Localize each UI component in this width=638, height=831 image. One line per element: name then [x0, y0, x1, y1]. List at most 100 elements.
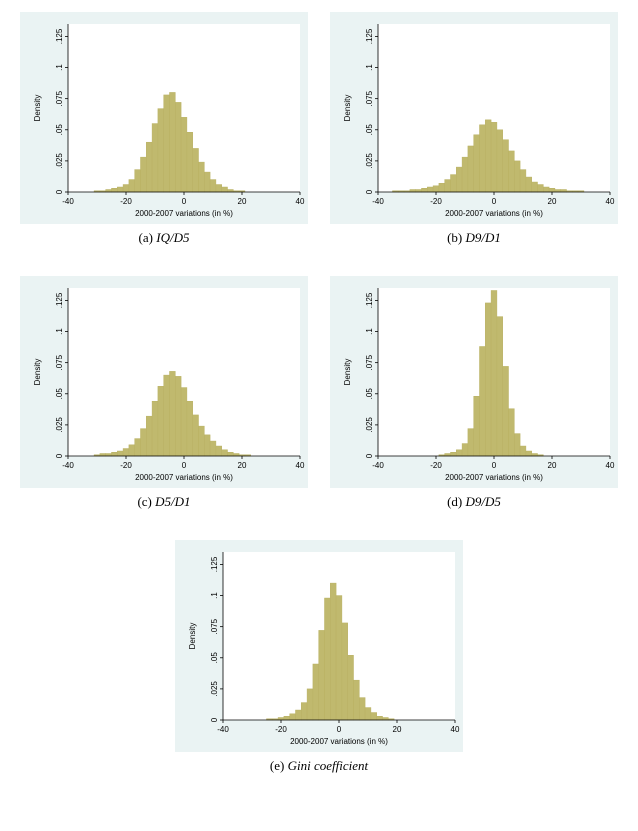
histogram-bar: [497, 130, 503, 192]
histogram-bar: [359, 698, 365, 720]
histogram-bar: [549, 188, 555, 192]
histogram-bar: [342, 623, 348, 720]
y-tick-label: .05: [365, 124, 374, 136]
histogram-bar: [216, 185, 222, 192]
histogram-bar: [543, 187, 549, 192]
chart-panel-a: -40-20020400.025.05.075.1.1252000-2007 v…: [20, 12, 308, 246]
x-axis-label: 2000-2007 variations (in %): [445, 209, 543, 218]
y-tick-label: .025: [55, 417, 64, 433]
caption-label: D5/D1: [155, 494, 190, 509]
histogram-bar: [175, 102, 181, 192]
x-axis-label: 2000-2007 variations (in %): [135, 473, 233, 482]
histogram-bar: [112, 188, 118, 192]
y-tick-label: .075: [55, 90, 64, 106]
histogram-bar: [538, 185, 544, 192]
histogram-bar: [146, 416, 152, 456]
histogram-bar: [284, 716, 290, 720]
histogram-bar: [468, 429, 474, 456]
y-tick-label: .025: [365, 417, 374, 433]
histogram-bar: [187, 401, 193, 456]
caption-label: IQ/D5: [156, 230, 189, 245]
y-tick-label: .05: [365, 388, 374, 400]
panels-container: -40-20020400.025.05.075.1.1252000-2007 v…: [0, 12, 638, 774]
histogram-bar: [365, 708, 371, 720]
histogram-bar: [462, 157, 468, 192]
histogram-bar: [422, 188, 428, 192]
histogram-bar: [532, 182, 538, 192]
histogram-bar: [474, 396, 480, 456]
histogram-bar: [468, 146, 474, 192]
histogram-bar: [445, 180, 451, 192]
y-tick-label: .05: [210, 652, 219, 664]
y-tick-label: 0: [365, 453, 374, 458]
histogram-bar: [491, 122, 497, 192]
y-tick-label: .05: [55, 388, 64, 400]
caption-index: (a): [139, 230, 153, 245]
histogram-bar: [427, 187, 433, 192]
histogram-bar: [170, 92, 176, 192]
chart-panel-d: -40-20020400.025.05.075.1.1252000-2007 v…: [330, 276, 618, 510]
histogram-bar: [135, 170, 141, 192]
chart-panel-b: -40-20020400.025.05.075.1.1252000-2007 v…: [330, 12, 618, 246]
histogram-bar: [451, 175, 457, 192]
y-tick-label: .125: [365, 28, 374, 44]
histogram-bar: [301, 703, 307, 720]
x-tick-label: 40: [606, 197, 615, 206]
histogram-bar: [204, 435, 210, 456]
histogram-bar: [210, 441, 216, 456]
y-axis-label: Density: [188, 623, 197, 650]
histogram-bar: [520, 170, 526, 192]
y-tick-label: .075: [365, 90, 374, 106]
y-tick-label: .025: [210, 681, 219, 697]
caption-label: Gini coefficient: [288, 758, 369, 773]
histogram-bar: [141, 157, 147, 192]
y-tick-label: .125: [55, 28, 64, 44]
y-tick-label: 0: [210, 717, 219, 722]
histogram-bar: [307, 689, 313, 720]
panel-caption: (b) D9/D1: [447, 230, 501, 246]
histogram-bar: [514, 161, 520, 192]
y-tick-label: .05: [55, 124, 64, 136]
y-tick-label: 0: [55, 189, 64, 194]
chart-container: -40-20020400.025.05.075.1.1252000-2007 v…: [330, 12, 618, 224]
caption-label: D9/D1: [466, 230, 501, 245]
histogram-bar: [503, 366, 509, 456]
histogram-bar: [462, 444, 468, 456]
histogram-bar: [497, 317, 503, 456]
y-tick-label: .025: [365, 153, 374, 169]
histogram-bar: [480, 346, 486, 456]
histogram-bar: [146, 142, 152, 192]
y-tick-label: .1: [365, 328, 374, 335]
histogram-bar: [117, 451, 123, 456]
y-tick-label: .025: [55, 153, 64, 169]
histogram-bar: [117, 187, 123, 192]
x-axis-label: 2000-2007 variations (in %): [445, 473, 543, 482]
histogram-bar: [222, 187, 228, 192]
histogram-bar: [485, 120, 491, 192]
histogram-bar: [135, 439, 141, 456]
histogram-bar: [377, 716, 383, 720]
x-tick-label: 40: [296, 461, 305, 470]
histogram-bar: [222, 450, 228, 456]
histogram-bar: [175, 376, 181, 456]
x-tick-label: 40: [606, 461, 615, 470]
x-tick-label: 40: [451, 725, 460, 734]
histogram-bar: [290, 714, 296, 720]
histogram-bar: [210, 180, 216, 192]
histogram-bar: [112, 452, 118, 456]
x-tick-label: -40: [217, 725, 229, 734]
x-tick-label: 20: [238, 461, 247, 470]
histogram-bar: [354, 680, 360, 720]
histogram-bar: [193, 415, 199, 456]
x-tick-label: 20: [393, 725, 402, 734]
x-tick-label: 40: [296, 197, 305, 206]
histogram-bar: [491, 290, 497, 456]
caption-index: (b): [447, 230, 462, 245]
x-tick-label: 0: [182, 461, 187, 470]
histogram-bar: [193, 148, 199, 192]
histogram-bar: [164, 95, 170, 192]
histogram-bar: [485, 303, 491, 456]
histogram-bar: [152, 401, 158, 456]
x-tick-label: 0: [492, 197, 497, 206]
histogram-bar: [330, 583, 336, 720]
